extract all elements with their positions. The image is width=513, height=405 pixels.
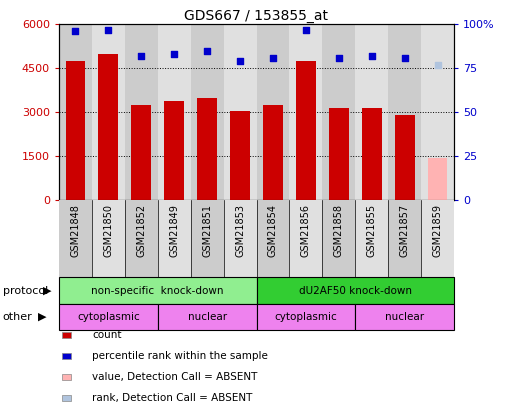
Bar: [289, 200, 322, 277]
Bar: [388, 24, 421, 200]
Text: cytoplasmic: cytoplasmic: [77, 312, 140, 322]
Point: [401, 55, 409, 61]
Bar: [289, 24, 322, 200]
Text: other: other: [3, 312, 32, 322]
Bar: [256, 304, 355, 330]
Bar: [355, 24, 388, 200]
Bar: [224, 200, 256, 277]
Text: cytoplasmic: cytoplasmic: [274, 312, 337, 322]
Text: GSM21859: GSM21859: [432, 204, 443, 257]
Text: percentile rank within the sample: percentile rank within the sample: [92, 351, 268, 361]
Text: GSM21854: GSM21854: [268, 204, 278, 257]
Bar: [157, 24, 191, 200]
Point: [334, 55, 343, 61]
Text: GSM21855: GSM21855: [367, 204, 377, 258]
Bar: [421, 24, 454, 200]
Text: GSM21852: GSM21852: [136, 204, 146, 258]
Bar: [256, 200, 289, 277]
Text: nuclear: nuclear: [385, 312, 424, 322]
Bar: [191, 24, 224, 200]
Bar: [421, 200, 454, 277]
Text: ▶: ▶: [38, 312, 46, 322]
Text: dU2AF50 knock-down: dU2AF50 knock-down: [299, 286, 412, 296]
Bar: [164, 101, 184, 200]
Bar: [263, 105, 283, 200]
Text: GSM21857: GSM21857: [400, 204, 409, 258]
Text: GSM21849: GSM21849: [169, 204, 179, 257]
Point: [203, 47, 211, 54]
Text: nuclear: nuclear: [188, 312, 227, 322]
Point: [302, 26, 310, 33]
Point: [433, 62, 442, 68]
Bar: [230, 111, 250, 200]
Bar: [362, 108, 382, 200]
Bar: [92, 200, 125, 277]
Bar: [256, 24, 289, 200]
Bar: [428, 158, 447, 200]
Bar: [388, 200, 421, 277]
Bar: [191, 200, 224, 277]
Text: GSM21858: GSM21858: [334, 204, 344, 257]
Point: [269, 55, 277, 61]
Text: non-specific  knock-down: non-specific knock-down: [91, 286, 224, 296]
Bar: [59, 24, 92, 200]
Text: rank, Detection Call = ABSENT: rank, Detection Call = ABSENT: [92, 393, 253, 403]
Text: GSM21848: GSM21848: [70, 204, 81, 257]
Text: GSM21853: GSM21853: [235, 204, 245, 257]
Bar: [158, 200, 191, 277]
Bar: [355, 304, 454, 330]
Bar: [329, 108, 349, 200]
Bar: [256, 277, 454, 304]
Text: GSM21850: GSM21850: [104, 204, 113, 257]
Point: [368, 53, 376, 59]
Bar: [224, 24, 256, 200]
Point: [104, 26, 112, 33]
Bar: [322, 24, 355, 200]
Bar: [66, 61, 85, 200]
Text: ▶: ▶: [44, 286, 52, 296]
Text: GSM21856: GSM21856: [301, 204, 311, 257]
Bar: [59, 277, 256, 304]
Point: [236, 58, 244, 64]
Bar: [92, 24, 125, 200]
Point: [137, 53, 145, 59]
Text: protocol: protocol: [3, 286, 48, 296]
Text: value, Detection Call = ABSENT: value, Detection Call = ABSENT: [92, 372, 258, 382]
Point: [170, 51, 179, 58]
Bar: [296, 61, 315, 200]
Text: GSM21851: GSM21851: [202, 204, 212, 257]
Bar: [59, 200, 92, 277]
Bar: [355, 200, 388, 277]
Bar: [158, 304, 256, 330]
Bar: [322, 200, 355, 277]
Bar: [394, 115, 415, 200]
Bar: [59, 304, 158, 330]
Bar: [197, 98, 217, 200]
Point: [71, 28, 80, 34]
Bar: [131, 105, 151, 200]
Bar: [125, 24, 157, 200]
Title: GDS667 / 153855_at: GDS667 / 153855_at: [185, 9, 328, 23]
Text: count: count: [92, 330, 122, 340]
Bar: [125, 200, 158, 277]
Bar: [98, 54, 118, 200]
